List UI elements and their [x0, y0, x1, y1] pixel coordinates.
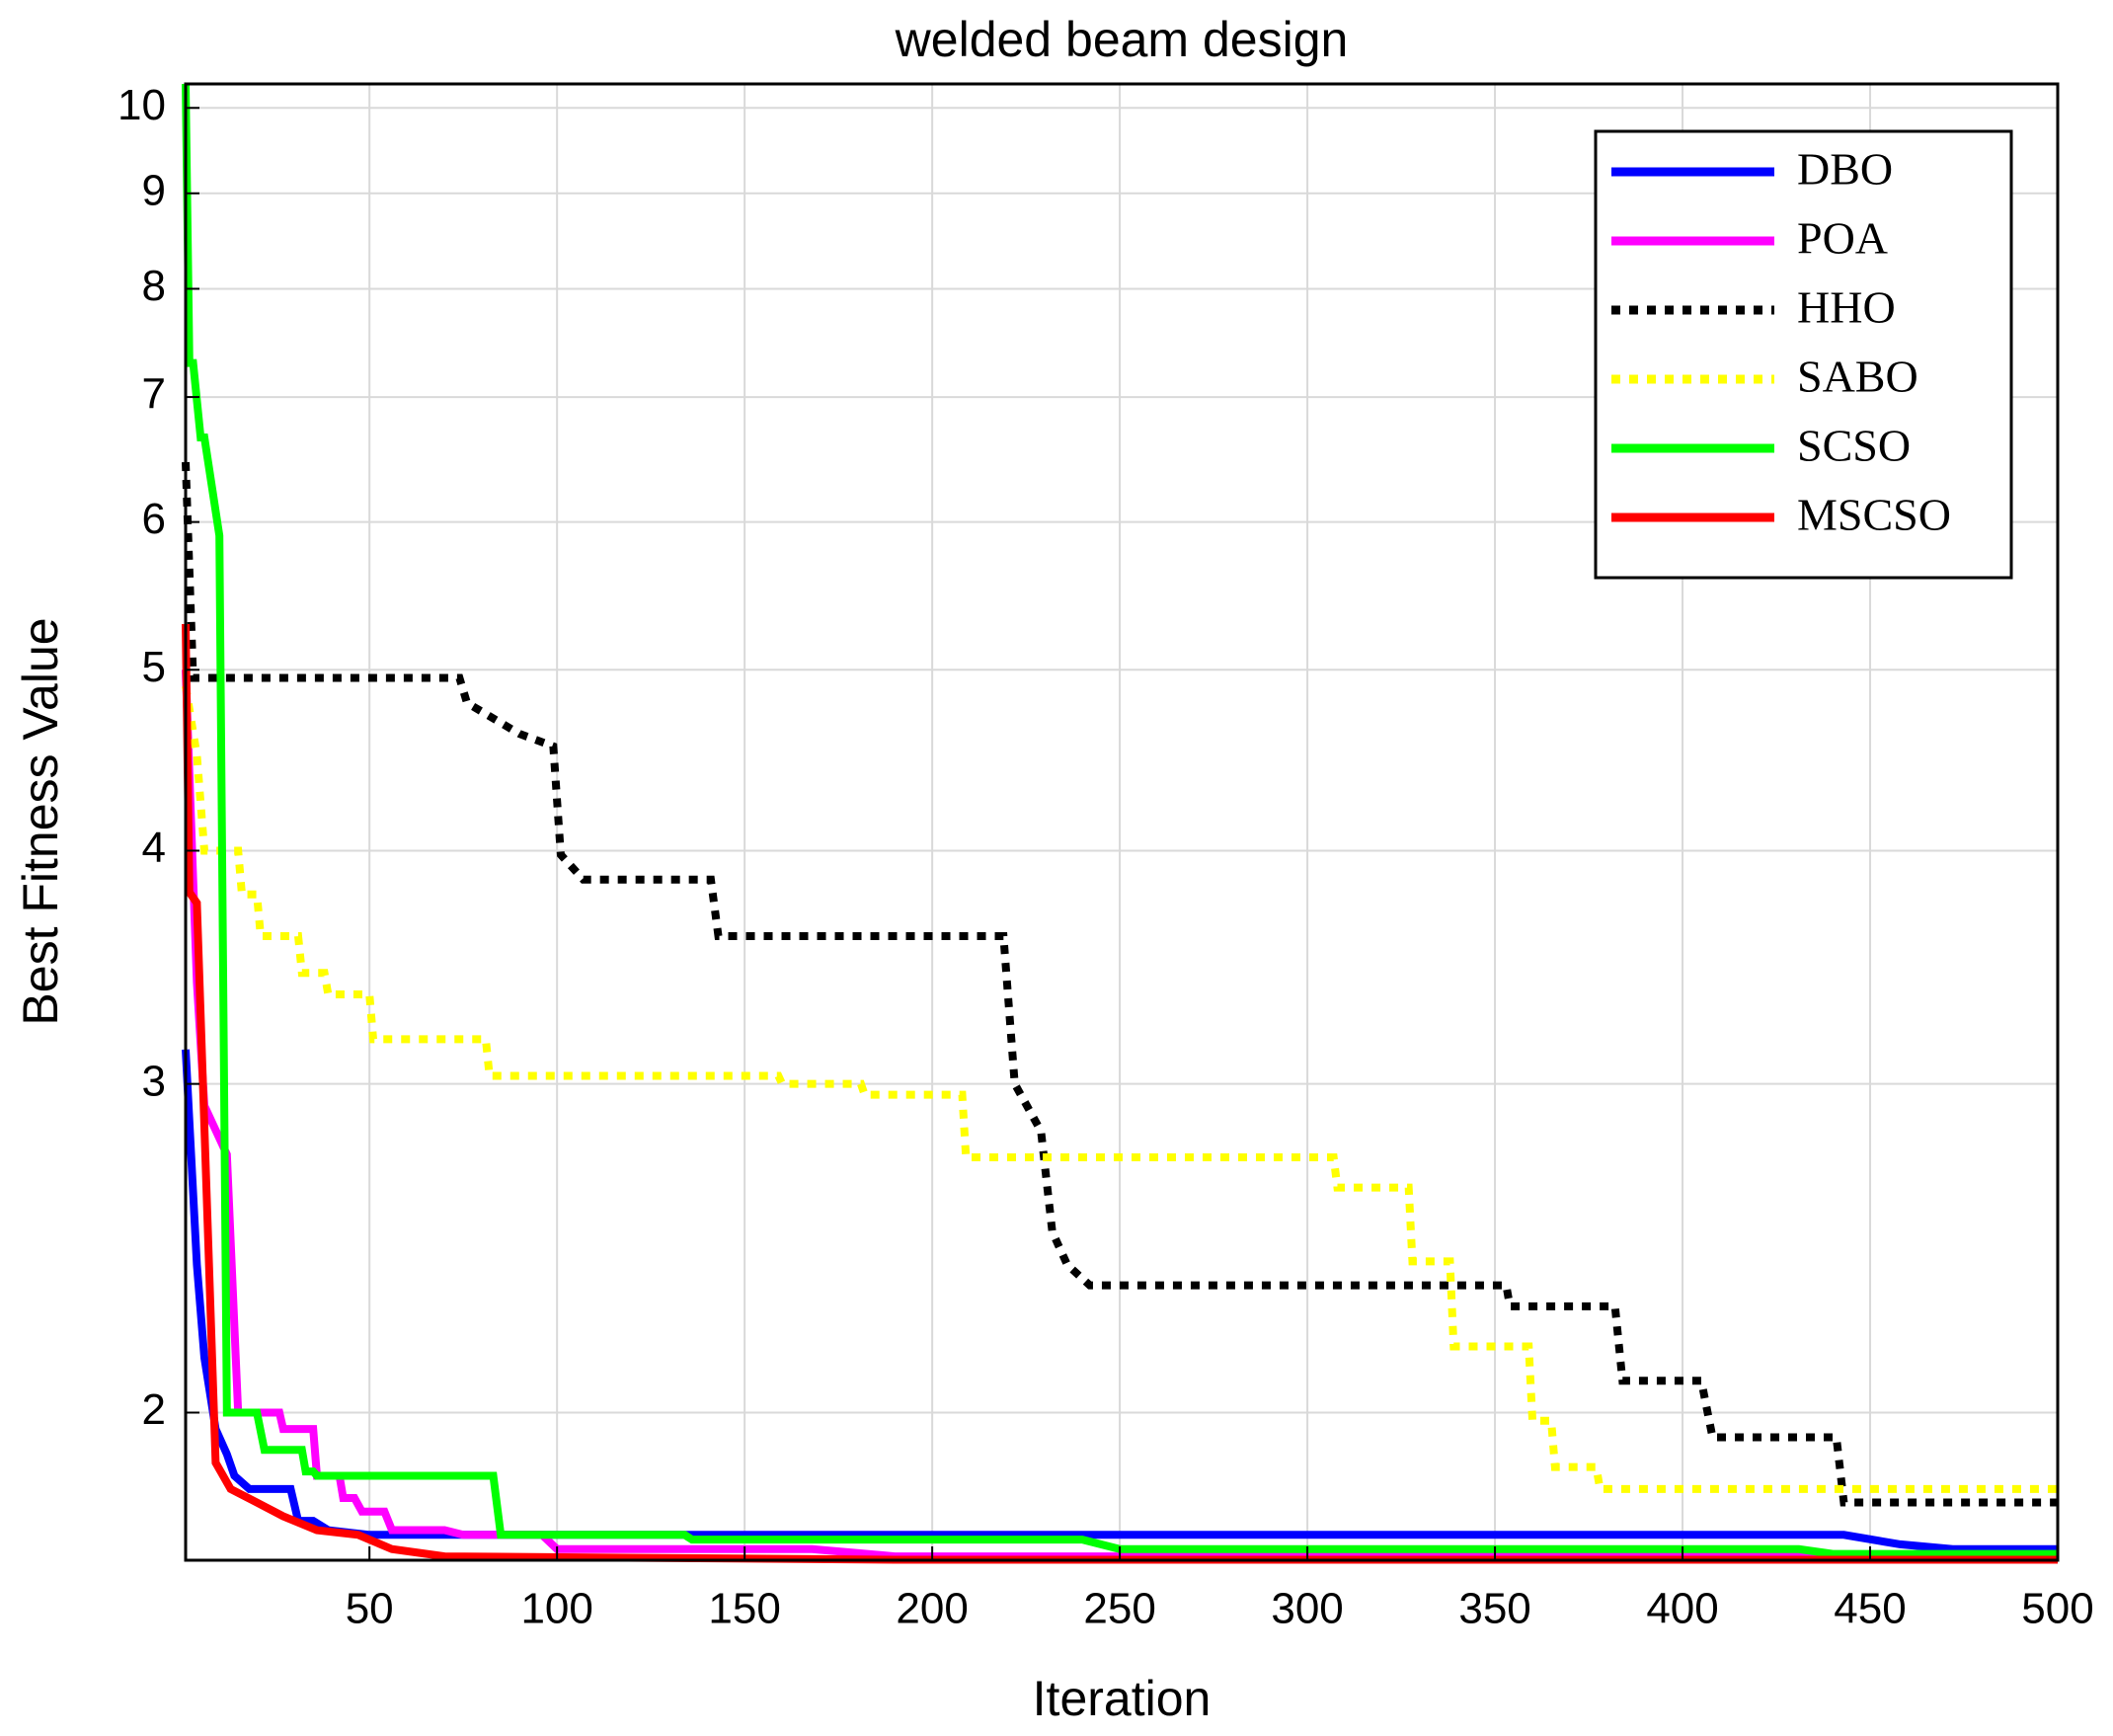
series-line: [182, 623, 2058, 1564]
y-tick-label: 10: [117, 81, 166, 129]
series-line: [182, 83, 2058, 1558]
x-tick-label: 450: [1834, 1585, 1906, 1633]
legend-label: HHO: [1797, 282, 1896, 333]
y-tick-label: 8: [142, 262, 166, 310]
legend-label: SCSO: [1797, 421, 1911, 471]
x-tick-label: 50: [346, 1585, 394, 1633]
series-line: [182, 685, 2058, 1493]
axes-box: [184, 82, 2060, 1562]
legend: DBO POA HHO SABO SCSO MSCSO: [1594, 129, 2013, 580]
y-tick-label: 9: [142, 166, 166, 214]
legend-label: MSCSO: [1797, 490, 1951, 540]
x-axis-label: Iteration: [1033, 1671, 1212, 1726]
chart-title: welded beam design: [895, 12, 1349, 67]
x-tick-label: 400: [1646, 1585, 1718, 1633]
legend-box: [1594, 129, 2013, 580]
x-tick-label: 500: [2021, 1585, 2093, 1633]
x-tick-label: 200: [896, 1585, 968, 1633]
series-line: [182, 670, 2058, 1561]
axes: 50 100 150 200 250 300 350 400 450 500 2 3 4 5 6 7 8 9 10: [117, 81, 2094, 1633]
y-axis-label: Best Fitness Value: [13, 617, 68, 1025]
x-tick-label: 350: [1458, 1585, 1530, 1633]
series-line: [182, 461, 2058, 1507]
legend-label: DBO: [1797, 144, 1893, 195]
legend-label: POA: [1797, 213, 1888, 264]
x-tick-label: 300: [1271, 1585, 1343, 1633]
plot-lines: [182, 83, 2058, 1564]
x-tick-label: 100: [520, 1585, 592, 1633]
y-tick-label: 2: [142, 1385, 166, 1434]
x-tick-label: 250: [1083, 1585, 1155, 1633]
x-tick-label: 150: [708, 1585, 780, 1633]
y-tick-label: 3: [142, 1057, 166, 1105]
legend-label: SABO: [1797, 352, 1918, 402]
y-tick-label: 7: [142, 370, 166, 419]
y-tick-label: 5: [142, 643, 166, 691]
y-tick-label: 6: [142, 495, 166, 543]
y-tick-label: 4: [142, 824, 166, 872]
